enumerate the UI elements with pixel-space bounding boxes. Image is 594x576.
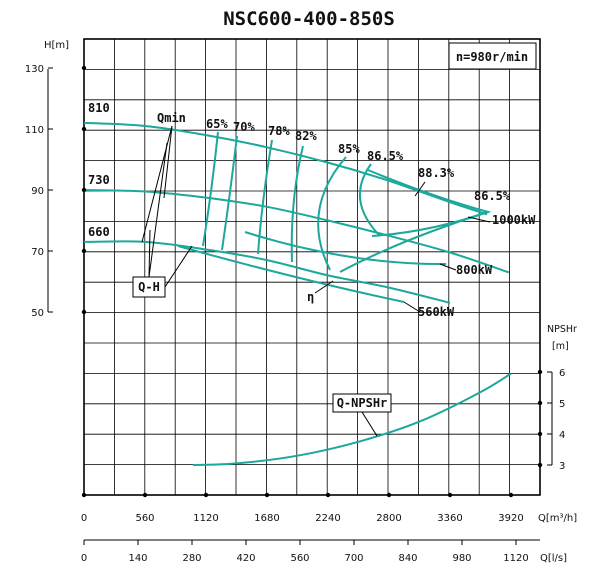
y-axis-head-ticks: 130 110 90 70 50 <box>25 64 87 319</box>
series-660-curve <box>83 240 451 304</box>
eff-label-86-5-right: 86.5% <box>474 189 511 203</box>
y-npsh-dot <box>537 369 543 375</box>
power-560-curve <box>177 245 405 303</box>
iso-eff-82-curve <box>290 145 304 263</box>
y-npsh-tick-label: 6 <box>559 368 565 379</box>
y-head-tick-label: 90 <box>31 186 44 197</box>
chart-title: NSC600-400-850S <box>223 8 395 30</box>
x-m3h-tick-label: 3360 <box>437 513 462 524</box>
x-axis-ls: 0 140 280 420 560 700 840 980 1120 <box>81 540 529 564</box>
qh-label: Q-H <box>138 280 160 294</box>
x-m3h-tick-label: 3920 <box>498 513 523 524</box>
impeller-label-730: 730 <box>88 173 110 187</box>
qmin-label: Qmin <box>157 111 186 125</box>
x-m3h-dot <box>386 492 392 498</box>
x-m3h-tick-label: 1680 <box>254 513 279 524</box>
y-axis-label-npsh-1: NPSHr <box>547 324 577 335</box>
eff-label-88-3: 88.3% <box>418 166 455 180</box>
x-m3h-dot <box>203 492 209 498</box>
power-800-leader <box>439 263 457 271</box>
power-label-800: 800kW <box>456 263 493 277</box>
curves <box>83 121 512 466</box>
iso-eff-86-5-curve <box>358 163 381 237</box>
x-m3h-dot <box>81 492 87 498</box>
power-560-leader <box>403 301 421 313</box>
qmin-leader <box>141 125 173 243</box>
eff-88-3-leader <box>414 181 426 197</box>
chart-marks <box>177 131 492 303</box>
eff-label-78: 78% <box>268 124 290 138</box>
qh-leader <box>148 142 193 288</box>
x-ls-tick-label: 280 <box>182 553 201 564</box>
x-m3h-tick-label: 2240 <box>315 513 340 524</box>
x-axis-m3h: 0 560 1120 1680 2240 2800 3360 3920 <box>81 492 524 524</box>
x-ls-tick-label: 840 <box>398 553 417 564</box>
eta-leader <box>314 280 334 294</box>
x-m3h-tick-label: 0 <box>81 513 87 524</box>
x-ls-tick-label: 0 <box>81 553 87 564</box>
power-800-curve <box>244 231 447 266</box>
x-ls-tick-label: 980 <box>452 553 471 564</box>
speed-note: n=980r/min <box>456 50 528 64</box>
y-npsh-tick-label: 4 <box>559 430 565 441</box>
x-ls-tick-label: 560 <box>290 553 309 564</box>
y-head-tick-label: 130 <box>25 64 44 75</box>
y-axis-label-head: H[m] <box>44 40 69 51</box>
y-head-dot <box>81 65 87 71</box>
x-m3h-dot <box>508 492 514 498</box>
x-ls-tick-label: 700 <box>344 553 363 564</box>
y-head-dot <box>81 248 87 254</box>
x-m3h-dot <box>325 492 331 498</box>
y-axis-label-npsh-2: [m] <box>552 341 569 352</box>
y-head-tick-label: 110 <box>25 125 44 136</box>
series-730-curve <box>83 189 510 274</box>
eff-label-85: 85% <box>338 142 360 156</box>
y-head-tick-label: 50 <box>31 308 44 319</box>
y-head-tick-label: 70 <box>31 247 44 258</box>
y-head-dot <box>81 126 87 132</box>
grid <box>84 39 540 495</box>
impeller-label-660: 660 <box>88 225 110 239</box>
x-m3h-dot <box>264 492 270 498</box>
eta-label: η <box>307 290 314 304</box>
series-q-npshr-curve <box>192 372 512 466</box>
power-label-560: 560kW <box>418 305 455 319</box>
eff-label-86-5-left: 86.5% <box>367 149 404 163</box>
x-ls-tick-label: 420 <box>236 553 255 564</box>
power-label-1000: 1000kW <box>492 213 536 227</box>
y-npsh-tick-label: 5 <box>559 399 565 410</box>
x-m3h-tick-label: 1120 <box>193 513 218 524</box>
x-m3h-tick-label: 560 <box>135 513 154 524</box>
x-m3h-dot <box>142 492 148 498</box>
x-axis-label-ls: Q[l/s] <box>540 553 567 564</box>
power-1000-curve <box>339 211 489 273</box>
iso-eff-85-curve <box>317 156 347 271</box>
power-1000-leader <box>467 216 491 223</box>
speed-note-box <box>448 42 537 70</box>
iso-eff-78-curve <box>257 139 273 255</box>
impeller-label-810: 810 <box>88 101 110 115</box>
npsh-label: Q-NPSHr <box>337 396 388 410</box>
y-axis-npsh-ticks: 6 5 4 3 <box>537 368 565 472</box>
eff-label-65: 65% <box>206 117 228 131</box>
x-ls-tick-label: 140 <box>128 553 147 564</box>
y-head-dot <box>81 309 87 315</box>
x-ls-tick-label: 1120 <box>503 553 528 564</box>
eff-label-70: 70% <box>233 120 255 134</box>
eff-label-82: 82% <box>295 129 317 143</box>
y-npsh-tick-label: 3 <box>559 461 565 472</box>
iso-eff-70-curve <box>221 135 238 251</box>
y-npsh-dot <box>537 400 543 406</box>
y-head-dot <box>81 187 87 193</box>
npsh-leader <box>361 411 378 437</box>
x-m3h-dot <box>447 492 453 498</box>
x-axis-label-m3h: Q[m³/h] <box>538 513 577 524</box>
labels: 810 730 660 Qmin Q-H 65% 70% 78% 82% 85%… <box>88 101 536 437</box>
y-npsh-dot <box>537 462 543 468</box>
plot-frame <box>83 38 541 496</box>
iso-eff-65-curve <box>202 131 219 247</box>
y-npsh-dot <box>537 431 543 437</box>
x-m3h-tick-label: 2800 <box>376 513 401 524</box>
